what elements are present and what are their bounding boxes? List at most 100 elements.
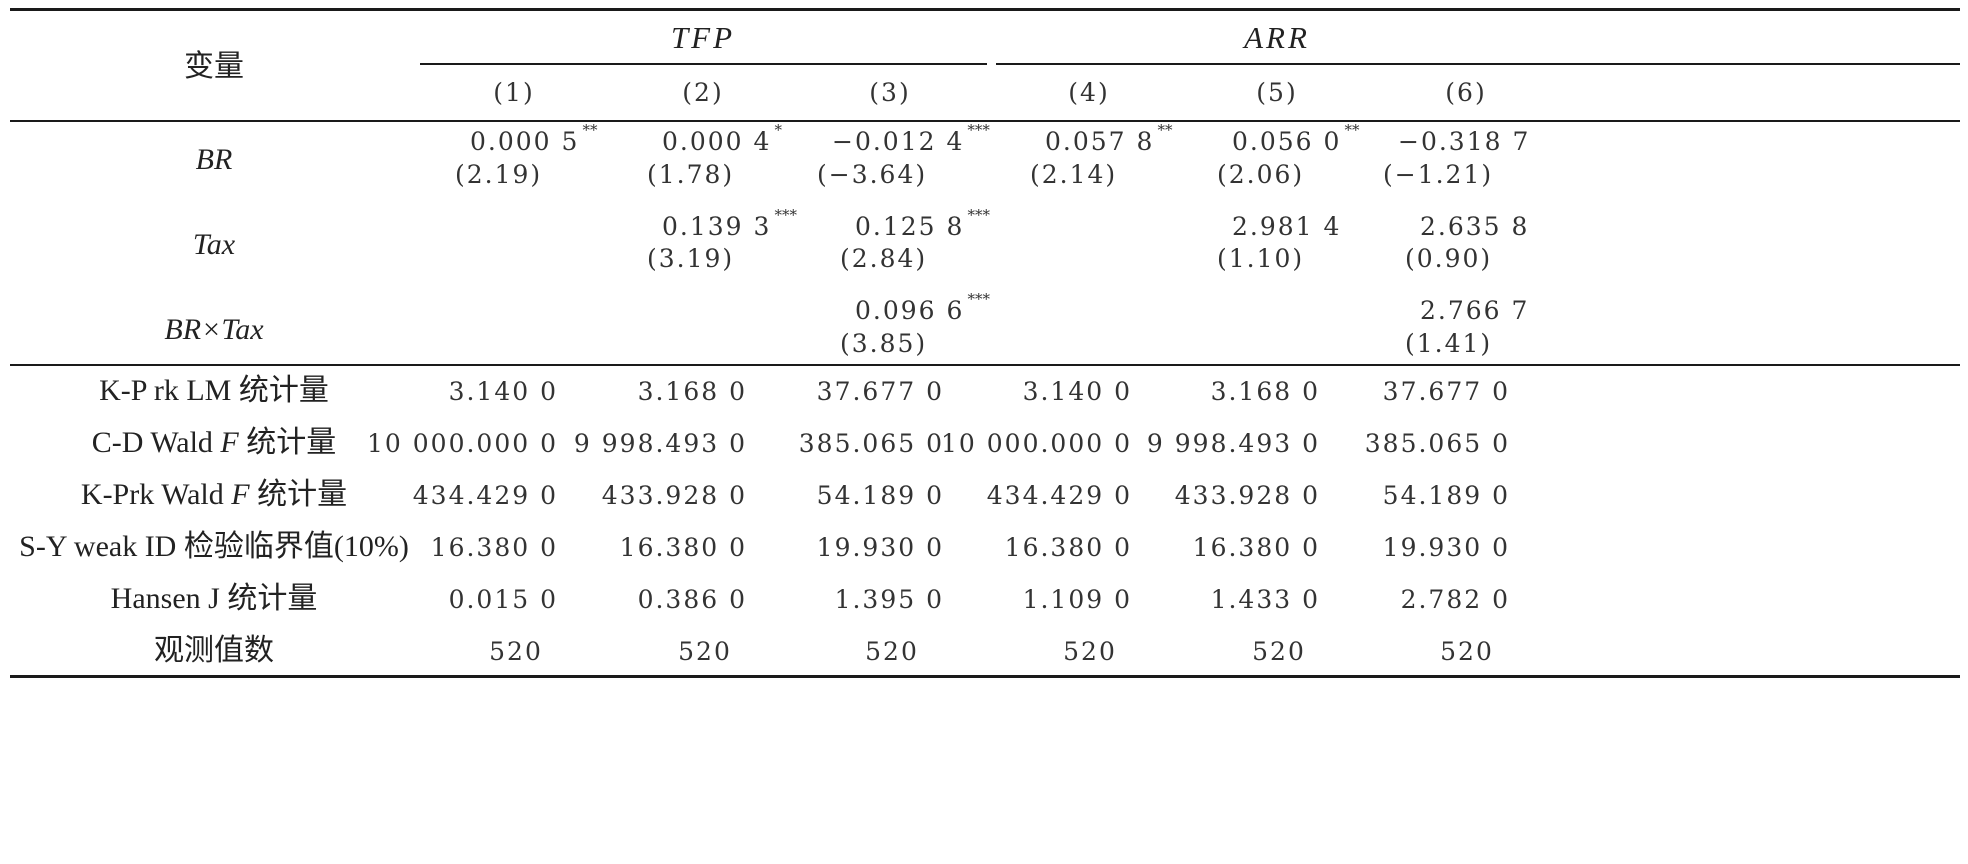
significance-stars: *** — [967, 290, 990, 308]
stat-value: 16.380 0 — [1004, 533, 1132, 562]
tstat-cell: (1.41) — [1405, 329, 1493, 358]
stat-value: 520 — [1252, 637, 1306, 666]
tstat-cell: (2.19) — [455, 160, 543, 189]
tfp-group-rule — [420, 63, 987, 65]
stat-value: 1.395 0 — [834, 585, 944, 614]
stat-value: 2.782 0 — [1400, 585, 1510, 614]
stat-value: 3.168 0 — [1210, 377, 1320, 406]
significance-stars: *** — [774, 206, 797, 224]
significance-stars: * — [774, 121, 782, 139]
group-header-tfp: TFP — [670, 20, 736, 55]
bottom-rule — [10, 675, 1960, 678]
tstat-cell: (2.14) — [1030, 160, 1118, 189]
stat-label-observations: 观测值数 — [154, 634, 274, 667]
stat-value: 9 998.493 0 — [1146, 429, 1320, 458]
stat-value: 9 998.493 0 — [573, 429, 747, 458]
coef-value: 2.766 7 — [1420, 296, 1530, 325]
coef-cell: 2.635 8 — [1420, 214, 1529, 239]
stat-value: 433.928 0 — [601, 481, 747, 510]
coef-value: 0.056 0 — [1232, 127, 1342, 156]
coef-value: 0.125 8 — [855, 212, 965, 241]
stat-value: 520 — [489, 637, 543, 666]
coef-cell: 0.096 6 *** — [855, 292, 990, 325]
significance-stars: ** — [1344, 121, 1360, 139]
stat-value: 520 — [865, 637, 919, 666]
variable-column-header: 变量 — [184, 50, 244, 83]
top-rule — [10, 8, 1960, 11]
significance-stars: *** — [967, 206, 990, 224]
stat-label-cd-wald-f: C-D Wald F 统计量 — [91, 426, 337, 459]
tstat-cell: (2.84) — [840, 244, 928, 273]
header-bottom-rule — [10, 120, 1960, 122]
coef-cell: 0.000 5 ** — [470, 123, 597, 156]
column-number-3: (3) — [869, 78, 911, 107]
stat-value: 520 — [678, 637, 732, 666]
coef-value: 2.981 4 — [1232, 212, 1342, 241]
coef-value: 0.000 4 — [662, 127, 772, 156]
coef-cell: 0.056 0 ** — [1232, 123, 1359, 156]
column-number-5: (5) — [1256, 78, 1298, 107]
stat-value: 434.429 0 — [412, 481, 558, 510]
coef-value: 0.139 3 — [662, 212, 772, 241]
coef-value: −0.012 4 — [832, 127, 965, 156]
tstat-cell: (3.19) — [647, 244, 735, 273]
coef-value: 0.096 6 — [855, 296, 965, 325]
coefficients-bottom-rule — [10, 364, 1960, 366]
coef-cell: −0.012 4 *** — [832, 123, 990, 156]
coef-cell: 2.766 7 — [1420, 298, 1529, 323]
tstat-cell: (1.10) — [1217, 244, 1305, 273]
stat-value: 0.386 0 — [637, 585, 747, 614]
stat-value: 0.015 0 — [448, 585, 558, 614]
stat-value: 3.140 0 — [448, 377, 558, 406]
group-header-arr: ARR — [1244, 20, 1310, 55]
stat-value: 37.677 0 — [816, 377, 944, 406]
stat-value: 520 — [1063, 637, 1117, 666]
stat-value: 10 000.000 0 — [367, 429, 558, 458]
stat-label-kp-rk-lm: K-P rk LM 统计量 — [99, 374, 329, 407]
arr-group-rule — [996, 63, 1960, 65]
significance-stars: *** — [967, 121, 990, 139]
variable-name-br: BR — [195, 143, 233, 176]
tstat-cell: (1.78) — [647, 160, 735, 189]
tstat-cell: (3.85) — [840, 329, 928, 358]
coef-cell: 0.139 3 *** — [662, 208, 797, 241]
coef-cell: 0.125 8 *** — [855, 208, 990, 241]
stat-value: 19.930 0 — [1382, 533, 1510, 562]
tstat-cell: (−3.64) — [817, 160, 928, 189]
stat-value: 16.380 0 — [430, 533, 558, 562]
stat-value: 54.189 0 — [1382, 481, 1510, 510]
stat-value: 1.109 0 — [1022, 585, 1132, 614]
coef-cell: 0.057 8 ** — [1045, 123, 1172, 156]
stat-label-kp-rk-wald-f: K-Prk Wald F 统计量 — [80, 478, 348, 511]
variable-name-br-x-tax: BR×Tax — [164, 313, 264, 346]
stat-label-hansen-j: Hansen J 统计量 — [110, 582, 318, 615]
significance-stars: ** — [1157, 121, 1173, 139]
column-number-2: (2) — [682, 78, 724, 107]
coef-cell: 0.000 4 * — [662, 123, 782, 156]
stat-value: 1.433 0 — [1210, 585, 1320, 614]
coef-cell: −0.318 7 — [1398, 129, 1530, 154]
column-number-1: (1) — [493, 78, 535, 107]
stat-value: 3.168 0 — [637, 377, 747, 406]
coef-value: −0.318 7 — [1398, 127, 1531, 156]
stat-value: 10 000.000 0 — [941, 429, 1132, 458]
column-number-4: (4) — [1068, 78, 1110, 107]
coef-value: 2.635 8 — [1420, 212, 1530, 241]
coef-cell: 2.981 4 — [1232, 214, 1341, 239]
coef-value: 0.057 8 — [1045, 127, 1155, 156]
stat-value: 434.429 0 — [986, 481, 1132, 510]
tstat-cell: (0.90) — [1405, 244, 1493, 273]
stat-value: 385.065 0 — [798, 429, 944, 458]
significance-stars: ** — [582, 121, 598, 139]
stat-value: 520 — [1440, 637, 1494, 666]
tstat-cell: (2.06) — [1217, 160, 1305, 189]
tstat-cell: (−1.21) — [1383, 160, 1494, 189]
stat-value: 37.677 0 — [1382, 377, 1510, 406]
stat-value: 385.065 0 — [1364, 429, 1510, 458]
column-number-6: (6) — [1445, 78, 1487, 107]
stat-value: 19.930 0 — [816, 533, 944, 562]
stat-value: 54.189 0 — [816, 481, 944, 510]
coef-value: 0.000 5 — [470, 127, 580, 156]
stat-value: 16.380 0 — [619, 533, 747, 562]
